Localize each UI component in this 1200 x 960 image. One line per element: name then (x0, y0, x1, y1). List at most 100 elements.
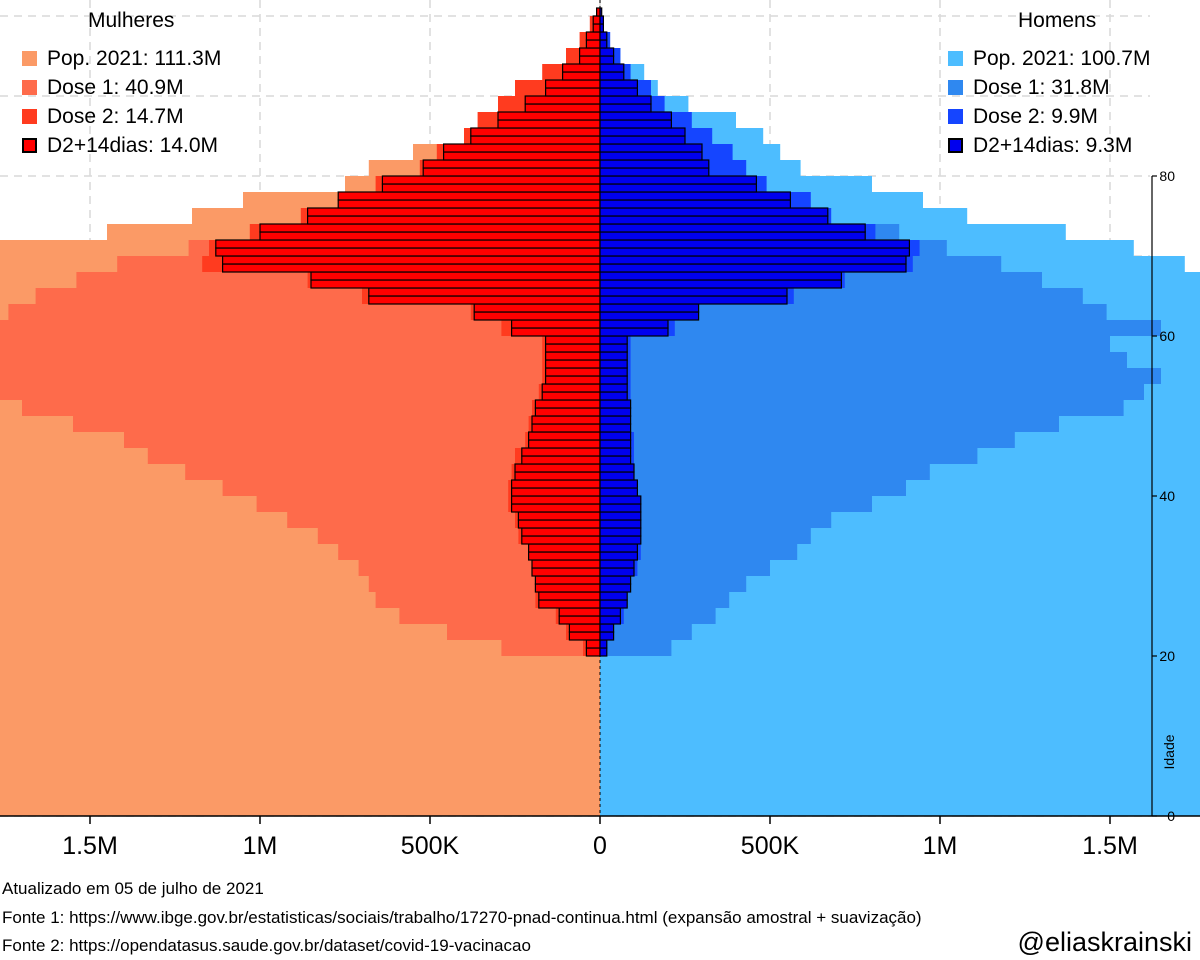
women-bar-series-3 (521, 527, 601, 537)
women-bar-series-0 (0, 792, 600, 800)
women-bar-series-1 (317, 536, 600, 544)
women-bar-series-1 (22, 408, 600, 416)
women-bar-series-3 (511, 327, 601, 337)
women-bar-series-1 (0, 328, 600, 336)
women-bar-series-3 (541, 391, 601, 401)
men-bar-series-3 (599, 615, 621, 625)
men-legend-swatch (948, 109, 963, 124)
women-bar-series-1 (73, 424, 600, 432)
men-bar-series-1 (600, 296, 1083, 304)
women-legend-swatch (22, 51, 37, 66)
women-bar-series-1 (447, 624, 600, 632)
women-bar-series-0 (0, 608, 600, 616)
men-bar-series-3 (599, 567, 635, 577)
women-bar-series-0 (0, 704, 600, 712)
women-bar-series-1 (287, 512, 600, 520)
women-bar-series-3 (222, 255, 601, 265)
men-legend-swatch (948, 80, 963, 95)
women-bar-series-3 (578, 47, 601, 57)
men-bar-series-3 (599, 351, 628, 361)
women-bar-series-3 (561, 63, 601, 73)
women-bar-series-3 (592, 23, 601, 33)
footer-source-1: Fonte 1: https://www.ibge.gov.br/estatis… (2, 908, 922, 927)
men-bar-series-3 (599, 247, 910, 257)
women-bar-series-3 (517, 511, 601, 521)
women-bar-series-3 (422, 167, 601, 177)
men-bar-series-0 (600, 528, 1200, 536)
women-bar-series-3 (521, 447, 601, 457)
women-bar-series-0 (0, 728, 600, 736)
women-bar-series-3 (527, 439, 601, 449)
women-legend-label: D2+14dias: 14.0M (47, 133, 219, 157)
women-bar-series-1 (124, 432, 600, 440)
men-bar-series-0 (600, 632, 1200, 640)
women-bar-series-1 (368, 584, 600, 592)
women-bar-series-1 (222, 480, 600, 488)
women-bar-series-3 (568, 623, 601, 633)
men-bar-series-1 (600, 376, 1161, 384)
footer-source-2: Fonte 2: https://opendatasus.saude.gov.b… (2, 936, 531, 955)
men-bar-series-3 (599, 303, 700, 313)
women-bar-series-3 (527, 543, 601, 553)
men-legend-title: Homens (1018, 9, 1097, 32)
men-bar-series-3 (599, 111, 673, 121)
men-bar-series-3 (599, 479, 639, 489)
women-bar-series-3 (531, 559, 601, 569)
men-bar-series-1 (600, 416, 1059, 424)
women-bar-series-1 (338, 552, 600, 560)
men-bar-series-3 (599, 463, 635, 473)
women-bar-series-0 (0, 584, 600, 592)
men-legend-label: Dose 2: 9.9M (973, 104, 1098, 128)
men-bar-series-1 (600, 560, 770, 568)
women-bar-series-0 (0, 632, 601, 640)
x-tick-label: 1M (923, 832, 958, 860)
women-bar-series-3 (558, 607, 601, 617)
men-bar-series-1 (600, 368, 1161, 376)
men-bar-series-3 (599, 343, 628, 353)
men-bar-series-0 (600, 760, 1200, 768)
women-bar-series-3 (585, 39, 601, 49)
women-bar-series-1 (501, 640, 600, 648)
men-bar-series-0 (600, 784, 1200, 792)
women-bar-series-3 (307, 215, 601, 225)
men-bar-series-3 (599, 375, 628, 385)
men-bar-series-0 (600, 568, 1200, 576)
women-bar-series-3 (511, 495, 601, 505)
men-bar-series-3 (599, 95, 652, 105)
men-bar-series-1 (600, 312, 1107, 320)
y-tick-label: 60 (1159, 328, 1175, 344)
men-bar-series-3 (599, 151, 703, 161)
men-bar-series-3 (599, 431, 632, 441)
men-bar-series-0 (600, 808, 1200, 816)
women-bar-series-3 (585, 647, 601, 657)
men-bar-series-1 (600, 400, 1124, 408)
women-bar-series-3 (381, 183, 601, 193)
men-bar-series-0 (600, 688, 1200, 696)
men-bar-series-3 (599, 551, 639, 561)
women-bar-series-3 (307, 207, 601, 217)
women-bar-series-3 (538, 599, 601, 609)
author-handle: @eliaskrainski (1017, 927, 1192, 957)
women-bar-series-3 (497, 119, 601, 129)
men-bar-series-3 (599, 319, 669, 329)
men-bar-series-3 (599, 239, 910, 249)
men-bar-series-0 (600, 600, 1200, 608)
women-bar-series-1 (8, 304, 600, 312)
women-bar-series-0 (0, 696, 600, 704)
men-bar-series-0 (600, 624, 1200, 632)
men-legend-item: Pop. 2021: 100.7M (948, 44, 1150, 73)
women-bar-series-3 (544, 351, 601, 361)
men-bar-series-3 (599, 383, 628, 393)
men-bar-series-3 (599, 391, 628, 401)
women-bar-series-3 (534, 399, 601, 409)
men-bar-series-1 (600, 384, 1144, 392)
women-bar-series-1 (0, 336, 601, 344)
men-bar-series-3 (599, 575, 632, 585)
women-bar-series-0 (0, 640, 600, 648)
women-bar-series-3 (544, 375, 601, 385)
men-bar-series-0 (600, 656, 1200, 664)
men-bar-series-1 (600, 568, 770, 576)
men-bar-series-3 (599, 231, 866, 241)
men-bar-series-1 (600, 288, 1083, 296)
men-bar-series-1 (600, 512, 832, 520)
